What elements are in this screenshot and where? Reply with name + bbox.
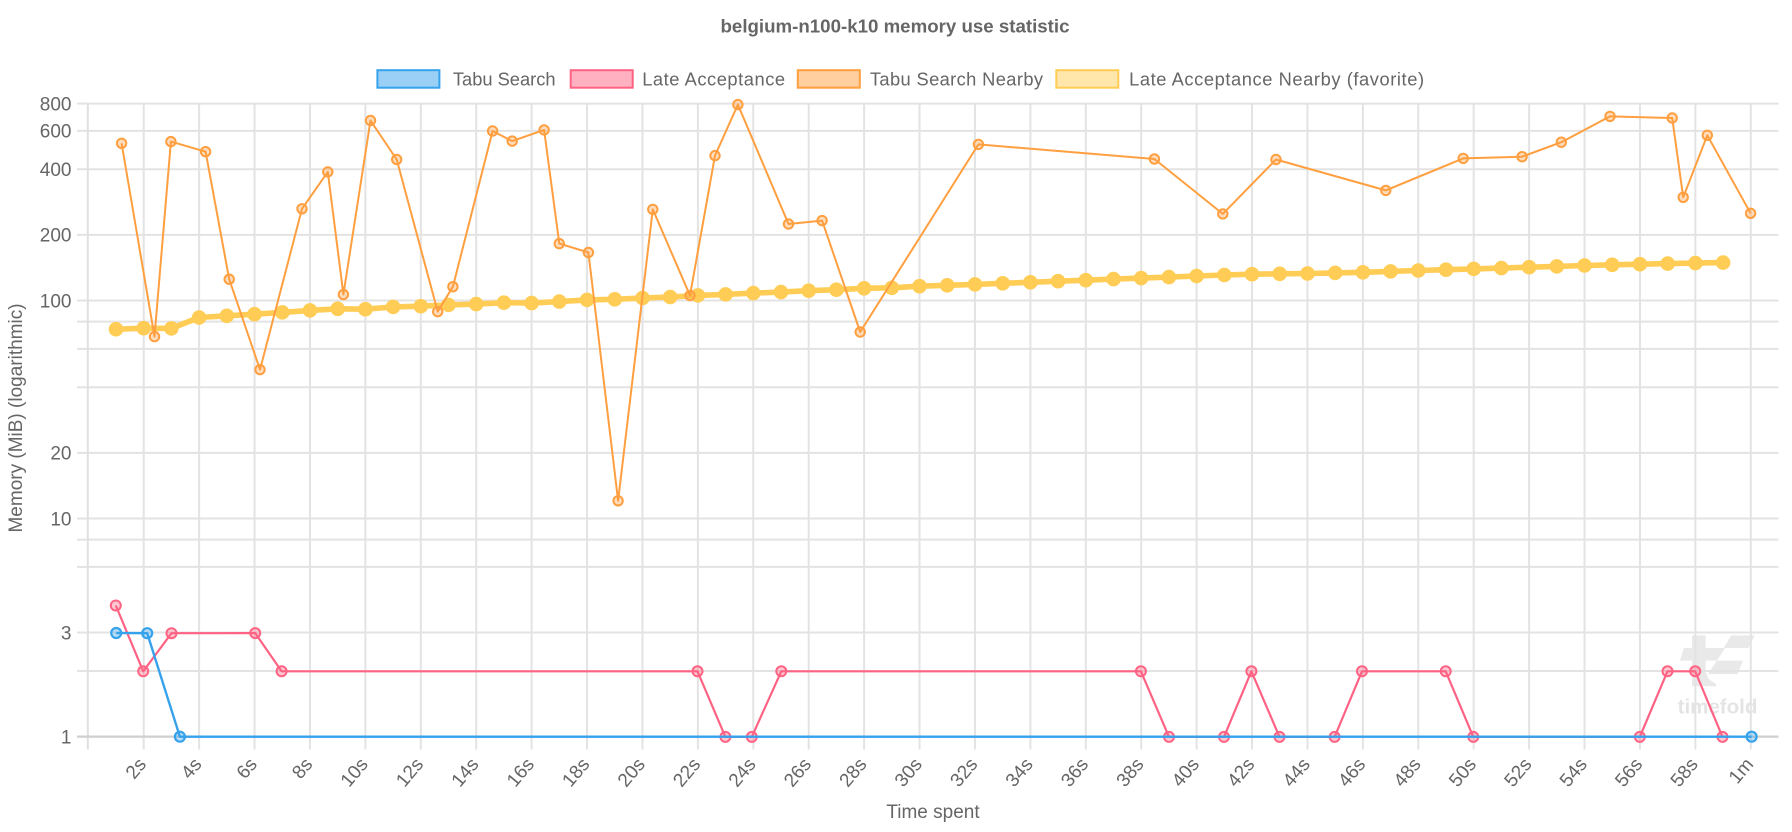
svg-text:200: 200 bbox=[40, 226, 72, 247]
svg-text:Tabu Search Nearby: Tabu Search Nearby bbox=[870, 69, 1044, 90]
svg-text:Time spent: Time spent bbox=[886, 802, 980, 823]
svg-text:belgium-n100-k10 memory use st: belgium-n100-k10 memory use statistic bbox=[721, 15, 1070, 36]
svg-text:20: 20 bbox=[50, 444, 71, 465]
svg-text:100: 100 bbox=[40, 291, 72, 312]
svg-text:Memory (MiB) (logarithmic): Memory (MiB) (logarithmic) bbox=[6, 303, 27, 532]
svg-text:600: 600 bbox=[40, 122, 72, 143]
svg-text:Tabu Search: Tabu Search bbox=[453, 69, 556, 90]
svg-text:10: 10 bbox=[50, 509, 71, 530]
svg-text:3: 3 bbox=[61, 623, 72, 644]
svg-text:1: 1 bbox=[61, 727, 72, 748]
svg-text:Late Acceptance Nearby (favori: Late Acceptance Nearby (favorite) bbox=[1129, 69, 1425, 90]
svg-text:400: 400 bbox=[40, 160, 72, 181]
svg-text:Late Acceptance: Late Acceptance bbox=[642, 69, 785, 90]
svg-text:800: 800 bbox=[40, 94, 72, 115]
svg-text:timefold: timefold bbox=[1678, 696, 1758, 719]
